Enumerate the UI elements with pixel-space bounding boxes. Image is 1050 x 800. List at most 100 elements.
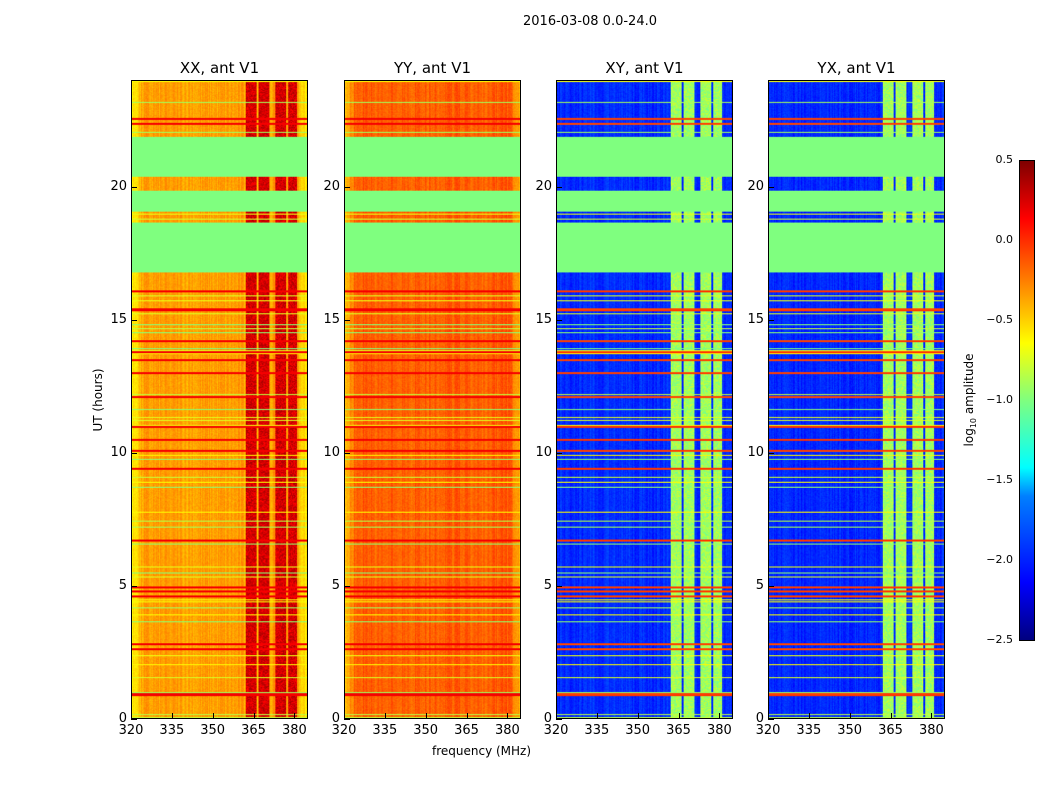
x-tick-label: 335 — [372, 723, 398, 738]
heatmap-panel — [131, 80, 308, 719]
x-tick-label: 365 — [454, 723, 479, 738]
x-tick-mark — [931, 713, 933, 719]
x-tick-mark — [212, 713, 214, 719]
y-tick-label: 5 — [118, 577, 127, 593]
x-tick-label: 320 — [755, 723, 781, 738]
panel-title: XY, ant V1 — [605, 59, 684, 77]
heatmap-cells — [345, 81, 520, 718]
x-tick-mark — [131, 713, 132, 719]
x-tick-label: 380 — [706, 723, 732, 738]
colorbar-label-sub: 10 — [969, 417, 979, 429]
y-tick-label: 15 — [110, 311, 127, 327]
colorbar-tick-label: −0.5 — [986, 313, 1013, 326]
y-tick-label: 20 — [323, 178, 340, 194]
y-tick-label: 0 — [755, 711, 764, 726]
heatmap-cells — [132, 81, 307, 718]
x-tick-mark — [596, 713, 598, 719]
y-tick-mark — [556, 452, 562, 454]
x-tick-label: 335 — [159, 723, 185, 738]
x-tick-label: 320 — [331, 723, 357, 738]
x-tick-label: 320 — [543, 723, 569, 738]
y-tick-mark — [556, 319, 562, 321]
panel-title: YY, ant V1 — [393, 59, 471, 77]
heatmap-cells — [769, 81, 944, 718]
x-tick-label: 380 — [281, 723, 307, 738]
colorbar-tick-label: 0.5 — [995, 153, 1014, 166]
x-tick-label: 380 — [918, 723, 944, 738]
x-tick-label: 335 — [584, 723, 610, 738]
y-tick-mark — [344, 452, 350, 454]
figure-title: 2016-03-08 0.0-24.0 — [523, 14, 657, 29]
heatmap-panel — [768, 80, 945, 719]
x-tick-mark — [678, 713, 680, 719]
y-tick-label: 0 — [118, 711, 127, 726]
heatmap-panel — [556, 80, 733, 719]
y-tick-mark — [344, 319, 350, 321]
y-tick-label: 0 — [331, 711, 340, 726]
x-tick-label: 350 — [837, 723, 863, 738]
x-tick-label: 350 — [200, 723, 226, 738]
y-tick-mark — [556, 186, 562, 188]
x-tick-mark — [466, 713, 468, 719]
x-tick-label: 365 — [666, 723, 691, 738]
y-tick-mark — [131, 452, 137, 454]
x-tick-mark — [344, 713, 345, 719]
colorbar-tick-label: −1.0 — [986, 393, 1013, 406]
y-tick-label: 5 — [331, 577, 340, 593]
y-tick-label: 15 — [323, 311, 340, 327]
y-tick-mark — [131, 719, 137, 720]
x-tick-label: 350 — [625, 723, 651, 738]
x-tick-label: 365 — [878, 723, 903, 738]
x-tick-label: 365 — [241, 723, 266, 738]
x-tick-mark — [890, 713, 892, 719]
y-axis-label: UT (hours) — [91, 368, 105, 432]
x-tick-label: 380 — [494, 723, 520, 738]
x-tick-mark — [637, 713, 639, 719]
y-tick-mark — [131, 585, 137, 587]
x-tick-mark — [719, 713, 721, 719]
x-tick-mark — [425, 713, 427, 719]
colorbar-tick-label: 0.0 — [995, 233, 1014, 246]
y-tick-label: 20 — [110, 178, 127, 194]
colorbar-label-rest: amplitude — [961, 353, 976, 418]
x-tick-label: 350 — [413, 723, 439, 738]
y-tick-mark — [768, 719, 774, 720]
y-tick-mark — [556, 585, 562, 587]
x-tick-mark — [294, 713, 296, 719]
y-tick-mark — [344, 186, 350, 188]
y-tick-mark — [768, 452, 774, 454]
y-tick-label: 10 — [323, 444, 340, 460]
y-tick-label: 15 — [535, 311, 552, 327]
y-tick-label: 20 — [747, 178, 764, 194]
x-tick-label: 320 — [118, 723, 144, 738]
y-tick-mark — [556, 719, 562, 720]
y-tick-mark — [131, 186, 137, 188]
colorbar — [1019, 160, 1035, 641]
y-tick-mark — [344, 719, 350, 720]
y-tick-mark — [768, 186, 774, 188]
colorbar-tick-label: −2.0 — [986, 553, 1013, 566]
x-tick-mark — [384, 713, 386, 719]
x-tick-mark — [768, 713, 769, 719]
x-tick-mark — [507, 713, 509, 719]
y-tick-label: 10 — [110, 444, 127, 460]
colorbar-tick-label: −1.5 — [986, 473, 1013, 486]
panel-title: XX, ant V1 — [179, 59, 260, 77]
y-tick-mark — [768, 585, 774, 587]
colorbar-label-log: log — [961, 428, 976, 447]
y-tick-label: 10 — [535, 444, 552, 460]
y-tick-label: 0 — [543, 711, 552, 726]
colorbar-tick-label: −2.5 — [986, 633, 1013, 646]
y-tick-label: 15 — [747, 311, 764, 327]
x-tick-mark — [808, 713, 810, 719]
x-axis-label: frequency (MHz) — [432, 744, 532, 758]
y-tick-label: 5 — [543, 577, 552, 593]
heatmap-cells — [557, 81, 732, 718]
heatmap-panel — [344, 80, 521, 719]
x-tick-mark — [171, 713, 173, 719]
y-tick-mark — [344, 585, 350, 587]
y-tick-label: 5 — [755, 577, 764, 593]
y-tick-label: 10 — [747, 444, 764, 460]
x-tick-mark — [253, 713, 255, 719]
